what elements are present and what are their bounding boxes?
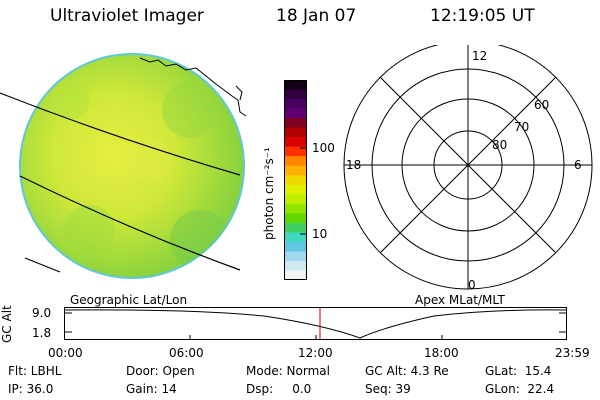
colorbar-segment xyxy=(284,175,307,186)
colorbar-segment xyxy=(284,89,307,100)
colorbar-label: photon cm⁻²s⁻¹ xyxy=(262,147,276,240)
date-label: 18 Jan 07 xyxy=(276,6,357,26)
info-seq: Seq: 39 xyxy=(365,382,411,396)
colorbar-segment xyxy=(284,99,307,110)
polar-label-12: 12 xyxy=(472,49,487,63)
colorbar-segment xyxy=(284,213,307,224)
coastline-fragment xyxy=(235,85,243,101)
colorbar-segment xyxy=(284,146,307,157)
colorbar-segment xyxy=(284,203,307,214)
latitude-line xyxy=(19,175,241,271)
info-ip: IP: 36.0 xyxy=(8,382,54,396)
latitude-line xyxy=(0,92,241,176)
timeline-plot xyxy=(64,307,568,340)
timeline-xtick-0600: 06:00 xyxy=(169,346,204,360)
colorbar-segment xyxy=(284,137,307,148)
colorbar-segment xyxy=(284,118,307,129)
geographic-image xyxy=(0,53,247,279)
colorbar-tick-100: 100 xyxy=(312,141,335,155)
info-mode: Mode: Normal xyxy=(246,364,330,378)
polar-label-18: 18 xyxy=(346,158,361,172)
timeline-xtick-0000: 00:00 xyxy=(48,346,83,360)
app-title: Ultraviolet Imager xyxy=(50,6,204,26)
latitude-line xyxy=(24,257,61,273)
colorbar-segment xyxy=(284,241,307,253)
colorbar xyxy=(284,80,307,280)
info-filter: Flt: LBHL xyxy=(8,364,62,378)
geographic-label: Geographic Lat/Lon xyxy=(70,293,188,307)
coastline xyxy=(139,57,247,117)
polar-ring-label-70: 70 xyxy=(514,120,529,134)
polar-plot: 12 18 6 0 60 70 80 xyxy=(343,45,593,292)
colorbar-segment xyxy=(284,80,307,91)
colorbar-segment xyxy=(284,251,307,262)
timeline-xtick-1200: 12:00 xyxy=(298,346,333,360)
info-glat: GLat: 15.4 xyxy=(485,364,552,378)
polar-ring-label-80: 80 xyxy=(492,138,507,152)
colorbar-segment xyxy=(284,165,307,176)
timeline-xtick-2359: 23:59 xyxy=(555,346,590,360)
colorbar-segment xyxy=(284,270,307,280)
timeline-ytick-9: 9.0 xyxy=(32,306,52,320)
altitude-curve xyxy=(64,309,568,339)
polar-ring-label-60: 60 xyxy=(534,98,549,112)
aurora-texture xyxy=(50,80,230,270)
info-gain: Gain: 14 xyxy=(126,382,177,396)
colorbar-segment xyxy=(284,260,307,272)
time-label: 12:19:05 UT xyxy=(430,6,535,26)
info-glon: GLon: 22.4 xyxy=(485,382,555,396)
colorbar-segment xyxy=(284,108,307,119)
colorbar-segment xyxy=(284,232,307,243)
timeline-axis-label: GC Alt xyxy=(0,305,14,343)
colorbar-tick-10: 10 xyxy=(312,227,328,241)
colorbar-segment xyxy=(284,156,307,167)
polar-label-6: 6 xyxy=(574,158,582,172)
info-door: Door: Open xyxy=(126,364,195,378)
timeline-ytick-1-8: 1.8 xyxy=(32,326,52,340)
polar-diagonal xyxy=(379,76,557,254)
colorbar-segment xyxy=(284,184,307,195)
timeline-xtick-1800: 18:00 xyxy=(424,346,459,360)
colorbar-segment xyxy=(284,127,307,138)
info-dsp: Dsp: 0.0 xyxy=(246,382,312,396)
colorbar-segment xyxy=(284,194,307,205)
colorbar-segment xyxy=(284,222,307,233)
info-gc-alt: GC Alt: 4.3 Re xyxy=(365,364,449,378)
polar-label-0: 0 xyxy=(468,278,476,292)
apex-label: Apex MLat/MLT xyxy=(415,293,505,307)
